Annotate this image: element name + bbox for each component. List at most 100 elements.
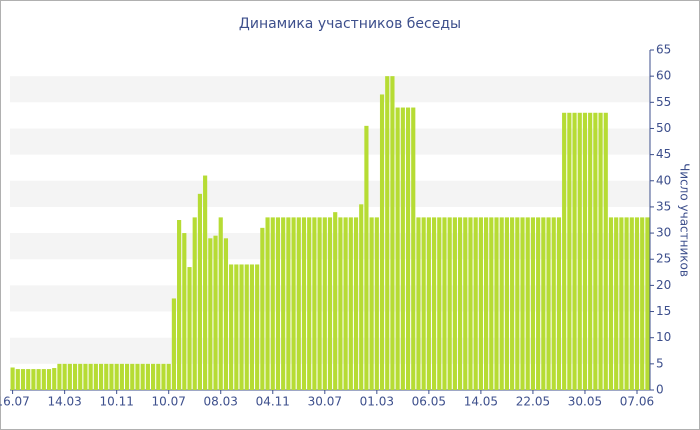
bar [88, 363, 93, 390]
bar [31, 369, 36, 390]
grid-band [10, 180, 650, 207]
bar [62, 363, 67, 390]
bar [416, 217, 421, 390]
bar [249, 264, 255, 390]
bar [588, 112, 593, 391]
x-tick-label: 10.11 [99, 395, 133, 409]
bar [218, 217, 223, 390]
bar [530, 217, 536, 390]
bar [452, 217, 457, 390]
bar [156, 363, 161, 390]
bar [327, 217, 333, 390]
bar [421, 217, 426, 390]
bar [634, 217, 640, 390]
bar [614, 217, 619, 390]
bar [411, 107, 416, 391]
bar [161, 363, 166, 390]
bar [510, 217, 515, 390]
bar [171, 298, 176, 390]
bar [577, 112, 582, 391]
bar [119, 363, 124, 390]
bar [390, 76, 395, 391]
bar [541, 217, 546, 390]
bar [593, 112, 598, 391]
bar [379, 94, 385, 390]
x-tick-label: 14.05 [464, 395, 498, 409]
bar [15, 369, 20, 390]
bar [307, 217, 312, 390]
bar [640, 217, 645, 390]
bar [151, 363, 156, 390]
bar [551, 217, 556, 390]
y-tick-label: 40 [656, 173, 671, 187]
y-tick-label: 5 [656, 356, 664, 370]
bar [41, 369, 46, 390]
bar [213, 235, 218, 390]
grid-band [10, 128, 650, 155]
bar [296, 217, 301, 390]
bar [624, 217, 629, 390]
bar [57, 363, 62, 390]
bar [598, 112, 603, 391]
bar [546, 217, 551, 390]
bar [166, 363, 171, 390]
bar [426, 217, 431, 390]
bar [374, 217, 379, 390]
bar [301, 217, 307, 390]
y-axis-label: Число участников [678, 163, 692, 277]
x-tick-label: 30.07 [308, 395, 342, 409]
bar [182, 233, 187, 390]
y-tick-label: 65 [656, 43, 671, 57]
bar [619, 217, 624, 390]
chart-title: Динамика участников беседы [239, 16, 461, 32]
bar [405, 107, 411, 391]
x-tick-label: 07.06 [620, 395, 654, 409]
bar [114, 363, 119, 390]
x-tick-label: 06.05 [412, 395, 446, 409]
bar [260, 227, 265, 390]
bar [447, 217, 452, 390]
bar [234, 264, 239, 390]
x-tick-label: 08.03 [204, 395, 238, 409]
y-tick-label: 35 [656, 199, 671, 213]
bar [400, 107, 405, 391]
y-tick-label: 30 [656, 226, 671, 240]
bar [26, 369, 31, 390]
bar [572, 112, 577, 391]
y-tick-label: 20 [656, 278, 671, 292]
bar [265, 217, 270, 390]
bar [504, 217, 509, 390]
bar [520, 217, 525, 390]
bar [109, 363, 114, 390]
bar [442, 217, 447, 390]
bar [20, 369, 26, 390]
bar [494, 217, 499, 390]
x-tick-label: 14.03 [47, 395, 81, 409]
bar [291, 217, 296, 390]
bar [46, 369, 52, 390]
bar [10, 367, 15, 390]
bar [489, 217, 494, 390]
y-tick-label: 15 [656, 304, 671, 318]
bar [645, 217, 650, 390]
bar [104, 363, 109, 390]
x-tick-label: 30.05 [568, 395, 602, 409]
bar [36, 369, 41, 390]
bar [353, 217, 359, 390]
y-tick-label: 55 [656, 95, 671, 109]
bar [255, 264, 260, 390]
bar [312, 217, 317, 390]
bar [484, 217, 489, 390]
bar [52, 368, 57, 390]
x-tick-label: 04.11 [256, 395, 290, 409]
bar [192, 217, 197, 390]
bar [177, 220, 182, 390]
bar [556, 217, 562, 390]
bar [140, 363, 145, 390]
bar [239, 264, 244, 390]
bar [468, 217, 473, 390]
y-tick-label: 10 [656, 330, 671, 344]
x-tick-label: 01.03 [360, 395, 394, 409]
bar [317, 217, 322, 390]
